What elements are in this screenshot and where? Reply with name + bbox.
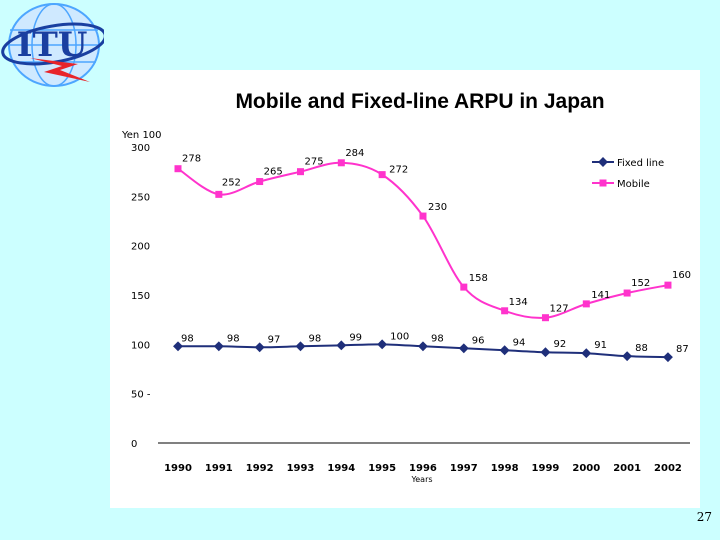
x-tick-label: 2002	[654, 463, 682, 474]
mobile-point	[623, 289, 631, 297]
legend: Fixed line Mobile	[592, 157, 664, 190]
y-tick-label: 150	[131, 291, 150, 302]
mobile-data-label: 141	[591, 290, 610, 301]
legend-label-mobile: Mobile	[617, 179, 650, 190]
x-tick-label: 1992	[246, 463, 274, 474]
x-tick-label: 1999	[532, 463, 560, 474]
legend-entry-mobile: Mobile	[592, 179, 650, 190]
logo-text: ITU	[17, 25, 88, 65]
fixed-line-data-label: 98	[181, 333, 194, 344]
fixed-line-point	[377, 339, 388, 350]
fixed-line-data-label: 98	[227, 333, 240, 344]
fixed-line-data-label: 96	[472, 335, 485, 346]
y-tick-label: 0	[131, 439, 137, 450]
mobile-point	[664, 281, 672, 289]
mobile-point	[174, 165, 182, 173]
mobile-data-label: 158	[469, 273, 488, 284]
fixed-line-data-label: 94	[513, 337, 526, 348]
mobile-point	[215, 190, 223, 198]
y-tick-label: 100	[131, 340, 150, 351]
mobile-data-label: 152	[631, 278, 650, 289]
mobile-point	[337, 159, 345, 167]
fixed-line-point	[499, 345, 510, 356]
mobile-point	[256, 178, 264, 186]
series-mobile: 278 252 265 275 284 272 230 158 134 127 141 152 160	[174, 148, 691, 322]
fixed-line-data-label: 88	[635, 343, 648, 354]
fixed-line-data-label: 100	[390, 331, 409, 342]
mobile-point	[378, 171, 386, 179]
fixed-line-point	[336, 340, 347, 351]
fixed-line-data-label: 91	[594, 340, 607, 351]
x-tick-label: 1990	[164, 463, 192, 474]
fixed-line-data-label: 99	[349, 332, 362, 343]
x-tick-label: 1997	[450, 463, 478, 474]
legend-marker-mobile	[599, 179, 607, 187]
legend-marker-fixed-line	[598, 157, 608, 167]
fixed-line-point	[173, 341, 183, 352]
mobile-data-label: 284	[345, 148, 364, 159]
x-tick-label: 2001	[613, 463, 641, 474]
x-tick-label: 1998	[491, 463, 519, 474]
mobile-point	[541, 314, 549, 322]
mobile-data-label: 160	[672, 270, 691, 281]
fixed-line-data-label: 97	[268, 334, 281, 345]
y-tick-label: 50 -	[131, 390, 151, 401]
mobile-data-label: 127	[549, 304, 568, 315]
arpu-line-chart: Mobile and Fixed-line ARPU in Japan Yen …	[121, 90, 691, 484]
fixed-line-point	[622, 351, 633, 362]
fixed-line-point	[458, 343, 469, 354]
mobile-point	[501, 307, 509, 315]
mobile-data-label: 252	[222, 177, 241, 188]
fixed-line-point	[254, 342, 265, 353]
itu-logo: ITU	[0, 0, 107, 92]
x-tick-label: 1991	[205, 463, 233, 474]
chart-panel: Mobile and Fixed-line ARPU in Japan Yen …	[110, 70, 700, 508]
y-axis-label: Yen 100	[121, 130, 162, 141]
x-tick-label: 1996	[409, 463, 437, 474]
series-fixed-line: 98 98 97 98 99 100 98 96 94 92 91 88 87	[173, 331, 689, 363]
fixed-line-point	[213, 341, 224, 352]
y-tick-label: 300	[131, 143, 150, 154]
fixed-line-data-label: 98	[431, 333, 444, 344]
fixed-line-data-label: 92	[553, 339, 566, 350]
fixed-line-point	[418, 341, 428, 352]
mobile-data-label: 230	[428, 202, 447, 213]
mobile-point	[460, 283, 468, 291]
page-number: 27	[696, 510, 712, 524]
x-tick-label: 1995	[368, 463, 396, 474]
x-tick-label: 1993	[287, 463, 315, 474]
x-axis-label: Years	[410, 475, 432, 484]
mobile-point	[296, 168, 304, 176]
x-tick-label: 2000	[572, 463, 600, 474]
y-tick-label: 250	[131, 192, 150, 203]
fixed-line-point	[540, 347, 551, 358]
fixed-line-data-label: 98	[308, 333, 321, 344]
legend-entry-fixed-line: Fixed line	[592, 157, 664, 169]
fixed-line-point	[295, 341, 306, 352]
mobile-point	[419, 212, 427, 220]
mobile-data-label: 278	[182, 154, 201, 165]
mobile-data-label: 134	[509, 297, 528, 308]
mobile-data-label: 265	[264, 167, 283, 178]
mobile-point	[582, 300, 590, 308]
mobile-data-label: 272	[389, 165, 408, 176]
fixed-line-data-label: 87	[676, 344, 689, 355]
fixed-line-point	[663, 352, 673, 363]
fixed-line-point	[581, 348, 592, 359]
mobile-data-label: 275	[304, 157, 323, 168]
x-tick-label: 1994	[327, 463, 355, 474]
y-tick-label: 200	[131, 242, 150, 253]
chart-title: Mobile and Fixed-line ARPU in Japan	[235, 90, 604, 113]
legend-label-fixed-line: Fixed line	[617, 158, 664, 169]
